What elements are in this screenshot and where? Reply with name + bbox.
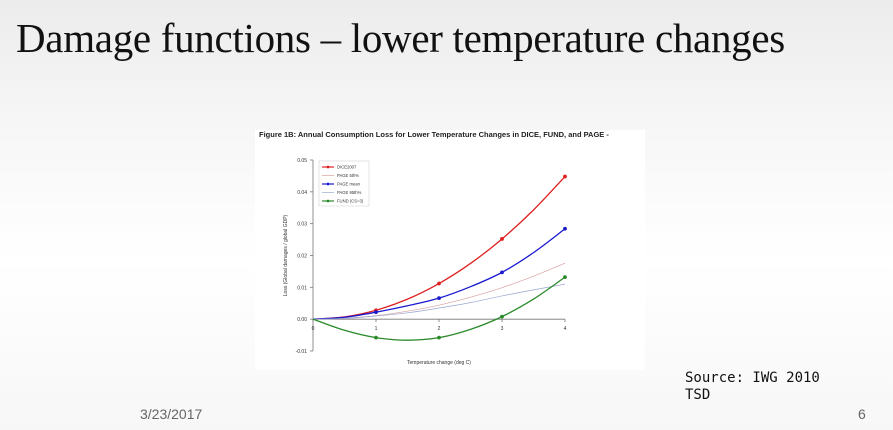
legend-label: FUND (CS=3) [337,199,364,204]
data-point-fund-cs-3 [563,275,567,280]
legend-label: PAGE mean [337,182,361,187]
y-tick-label: 0.02 [297,254,307,260]
legend-marker [326,165,330,169]
legend-label: PAGE 95th% [337,190,362,195]
chart-title: Figure 1B: Annual Consumption Loss for L… [259,130,609,139]
data-point-page-mean [374,310,378,315]
page-number: 6 [858,406,866,422]
series-line-page-95th [312,283,566,320]
legend-label: PAGE 5th% [337,173,359,178]
data-point-fund-cs-3 [437,335,441,340]
line-chart: -0.01 0.00 0.01 0.02 0.03 0.04 0.05 0 1 2 3 4 Temper… [283,158,567,366]
x-tick-label: 2 [438,326,441,332]
y-tick-label: -0.01 [296,349,308,355]
y-tick-label: 0.01 [297,285,307,291]
x-tick-label: 4 [564,326,567,332]
y-tick-label: 0.05 [297,158,307,164]
data-point-page-mean [500,270,504,275]
legend-label: DICE2007 [337,165,357,170]
x-tick-label: 3 [501,326,504,332]
legend-marker [326,199,330,203]
y-axis-label: Loss (Global damages / global GDP) [283,214,289,296]
data-point-fund-cs-3 [500,314,504,319]
slide-date: 3/23/2017 [140,406,203,422]
source-note: Source: IWG 2010 TSD [685,370,820,403]
slide-title: Damage functions – lower temperature cha… [16,15,785,61]
legend-marker [326,182,330,186]
data-point-dice2007 [563,174,567,179]
x-tick-label: 1 [375,326,378,332]
y-tick-label: 0.00 [297,317,307,323]
x-axis-label: Temperature change (deg C) [407,360,471,366]
y-tick-label: 0.03 [297,222,307,228]
y-tick-label: 0.04 [297,190,307,196]
series-line-page-mean [312,228,566,320]
data-point-dice2007 [500,237,504,241]
data-point-page-mean [563,226,567,231]
chart-figure: Figure 1B: Annual Consumption Loss for L… [255,130,645,370]
x-tick-label: 0 [312,326,315,332]
data-point-page-mean [437,296,441,301]
data-point-dice2007 [437,281,441,286]
data-point-fund-cs-3 [374,335,378,340]
